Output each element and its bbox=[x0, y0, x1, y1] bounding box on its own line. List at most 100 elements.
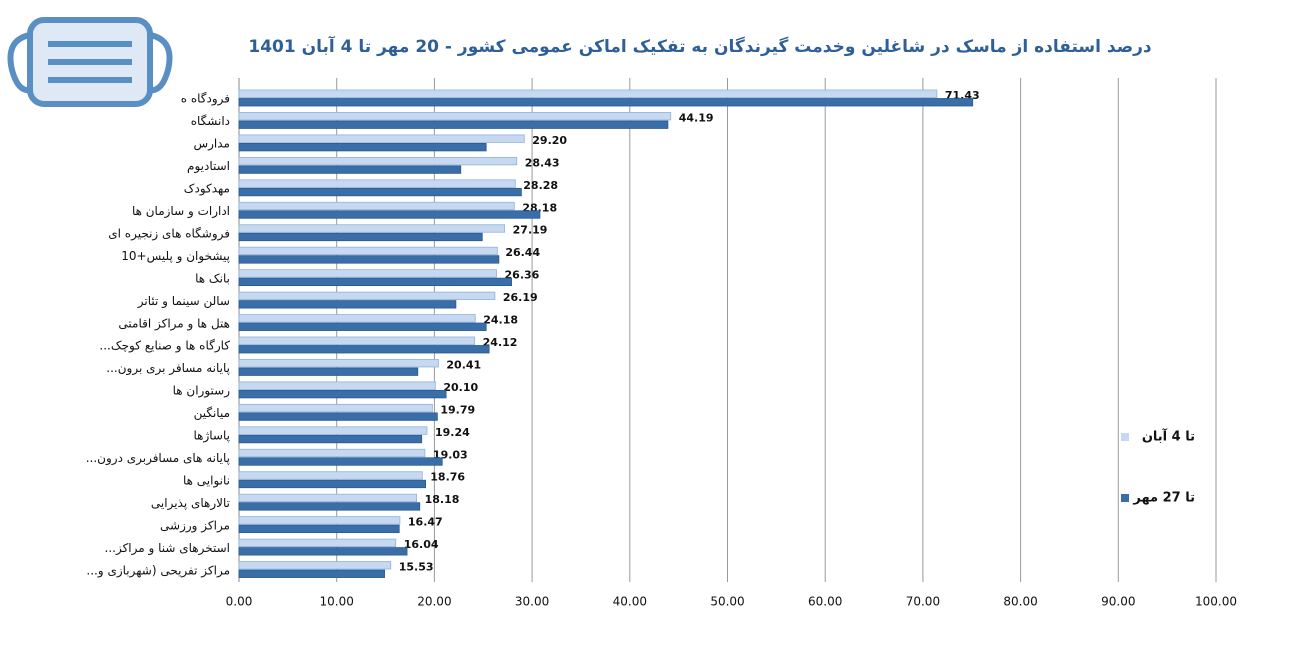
x-tick-label: 30.00 bbox=[515, 595, 549, 609]
value-label: 44.19 bbox=[679, 111, 714, 124]
value-label: 29.20 bbox=[532, 134, 567, 147]
y-tick-label: استادیوم bbox=[187, 159, 230, 174]
bar bbox=[238, 412, 438, 421]
chart-title: درصد استفاده از ماسک در شاغلین وخدمت گیر… bbox=[248, 35, 1152, 57]
bar bbox=[238, 367, 419, 376]
x-tick-label: 100.00 bbox=[1195, 595, 1237, 609]
bar bbox=[238, 524, 400, 534]
y-tick-label: پایانه های مسافربری درون... bbox=[86, 451, 230, 466]
x-tick-label: 60.00 bbox=[808, 595, 842, 609]
x-tick-label: 40.00 bbox=[613, 595, 647, 609]
y-tick-label: پایانه مسافر بری برون... bbox=[106, 361, 230, 376]
y-tick-label: هتل ها و مراکز اقامتی bbox=[118, 316, 230, 331]
bar bbox=[238, 89, 938, 98]
bar bbox=[238, 561, 392, 570]
bar bbox=[238, 224, 506, 233]
y-tick-label: فرودگاه ه bbox=[181, 92, 230, 107]
bar bbox=[238, 143, 487, 152]
bar bbox=[238, 471, 423, 480]
value-label: 18.76 bbox=[430, 471, 465, 484]
bar bbox=[238, 246, 498, 256]
value-label: 20.10 bbox=[443, 381, 478, 394]
y-tick-label: پیشخوان و پلیس+10 bbox=[121, 249, 230, 264]
value-label: 24.18 bbox=[483, 314, 518, 327]
x-tick-label: 80.00 bbox=[1003, 595, 1037, 609]
value-label: 19.79 bbox=[440, 403, 475, 416]
value-label: 18.18 bbox=[425, 493, 460, 506]
bar bbox=[238, 277, 512, 287]
bar bbox=[238, 210, 541, 219]
y-tick-label: رستوران ها bbox=[173, 384, 231, 399]
bar bbox=[238, 538, 397, 547]
y-tick-label: مراکز ورزشی bbox=[160, 518, 230, 533]
bar bbox=[238, 165, 462, 174]
bar bbox=[238, 255, 500, 264]
bar bbox=[238, 187, 522, 197]
y-tick-label: مهدکودک bbox=[184, 182, 230, 197]
value-label: 26.36 bbox=[505, 269, 540, 282]
bar bbox=[238, 434, 423, 444]
x-tick-label: 70.00 bbox=[906, 595, 940, 609]
bar bbox=[238, 345, 490, 354]
y-tick-label: پاساژها bbox=[194, 429, 231, 444]
bar bbox=[238, 381, 436, 390]
bar bbox=[238, 448, 426, 458]
x-tick-label: 20.00 bbox=[417, 595, 451, 609]
y-tick-label: استخرهای شنا و مراکز... bbox=[105, 541, 230, 556]
value-label: 16.47 bbox=[408, 516, 443, 529]
bar bbox=[238, 98, 974, 107]
y-tick-label: مراکز تفریحی (شهربازی و... bbox=[86, 563, 230, 578]
y-tick-label: نانوایی ها bbox=[183, 473, 230, 488]
legend-swatch bbox=[1121, 494, 1129, 502]
bar bbox=[238, 156, 518, 166]
bar bbox=[238, 493, 418, 503]
y-tick-label: مدارس bbox=[193, 137, 230, 152]
value-label: 15.53 bbox=[399, 561, 434, 574]
value-label: 20.41 bbox=[446, 358, 481, 371]
bar bbox=[238, 300, 457, 309]
value-label: 28.28 bbox=[523, 179, 558, 192]
mask-icon bbox=[7, 17, 173, 107]
value-label: 27.19 bbox=[513, 224, 548, 237]
bar bbox=[238, 569, 385, 578]
bar bbox=[238, 314, 476, 323]
bar bbox=[238, 359, 439, 368]
value-label: 16.04 bbox=[404, 538, 439, 551]
x-tick-label: 10.00 bbox=[320, 595, 354, 609]
bar bbox=[238, 179, 516, 188]
bar bbox=[238, 336, 476, 345]
bar bbox=[238, 390, 447, 399]
bar bbox=[238, 479, 427, 489]
bar bbox=[238, 457, 443, 466]
y-tick-label: فروشگاه های زنجیره ای bbox=[108, 226, 230, 241]
bar bbox=[238, 269, 497, 278]
value-label: 26.19 bbox=[503, 291, 538, 304]
value-label: 26.44 bbox=[505, 246, 540, 259]
legend-swatch bbox=[1121, 433, 1129, 441]
y-tick-label: دانشگاه bbox=[191, 114, 230, 128]
bar bbox=[238, 201, 515, 211]
bar bbox=[238, 502, 421, 511]
y-tick-label: بانک ها bbox=[195, 271, 230, 285]
y-tick-label: تالارهای پذیرایی bbox=[151, 496, 230, 511]
y-tick-label: میانگین bbox=[194, 406, 230, 421]
value-label: 24.12 bbox=[483, 336, 518, 349]
bar bbox=[238, 112, 672, 121]
x-tick-label: 0.00 bbox=[226, 595, 253, 609]
bar bbox=[238, 322, 487, 331]
bar bbox=[238, 547, 408, 556]
bar bbox=[238, 120, 669, 129]
y-tick-label: سالن سینما و تئاتر bbox=[137, 294, 230, 309]
bar bbox=[238, 232, 483, 242]
bar bbox=[238, 134, 525, 143]
y-tick-label: کارگاه ها و صنایع کوچک... bbox=[99, 339, 230, 354]
legend-label: تا 4 آبان bbox=[1142, 428, 1195, 445]
x-tick-label: 50.00 bbox=[710, 595, 744, 609]
bar bbox=[238, 516, 401, 525]
bar bbox=[238, 403, 433, 413]
legend-label: تا 27 مهر bbox=[1132, 491, 1195, 506]
x-tick-label: 90.00 bbox=[1101, 595, 1135, 609]
bar bbox=[238, 426, 428, 435]
